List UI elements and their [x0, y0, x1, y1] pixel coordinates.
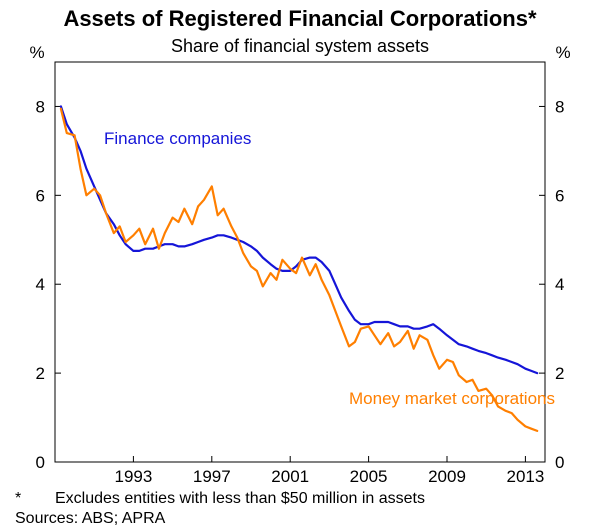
svg-text:2: 2 — [36, 364, 45, 383]
line-chart: 0 0 2 2 4 4 6 6 8 8%% 1993 1997 2001 2005 2009 2013 Fina… — [0, 0, 600, 524]
svg-text:0: 0 — [555, 453, 564, 472]
svg-text:Money market corporations: Money market corporations — [349, 389, 555, 408]
svg-text:6: 6 — [555, 186, 564, 205]
chart-container: Assets of Registered Financial Corporati… — [0, 0, 600, 524]
svg-text:0: 0 — [36, 453, 45, 472]
svg-text:1997: 1997 — [193, 467, 231, 486]
svg-text:2001: 2001 — [271, 467, 309, 486]
svg-text:8: 8 — [36, 97, 45, 116]
svg-text:8: 8 — [555, 97, 564, 116]
svg-text:2009: 2009 — [428, 467, 466, 486]
svg-text:2005: 2005 — [350, 467, 388, 486]
footnote-marker: * — [15, 490, 21, 508]
svg-text:4: 4 — [555, 275, 564, 294]
svg-text:1993: 1993 — [114, 467, 152, 486]
svg-text:%: % — [29, 43, 44, 62]
svg-text:%: % — [555, 43, 570, 62]
svg-text:2: 2 — [555, 364, 564, 383]
footnote-text: Excludes entities with less than $50 mil… — [55, 490, 425, 508]
svg-text:4: 4 — [36, 275, 45, 294]
sources-text: Sources: ABS; APRA — [15, 510, 165, 528]
svg-text:2013: 2013 — [506, 467, 544, 486]
svg-text:6: 6 — [36, 186, 45, 205]
svg-text:Finance companies: Finance companies — [104, 129, 251, 148]
